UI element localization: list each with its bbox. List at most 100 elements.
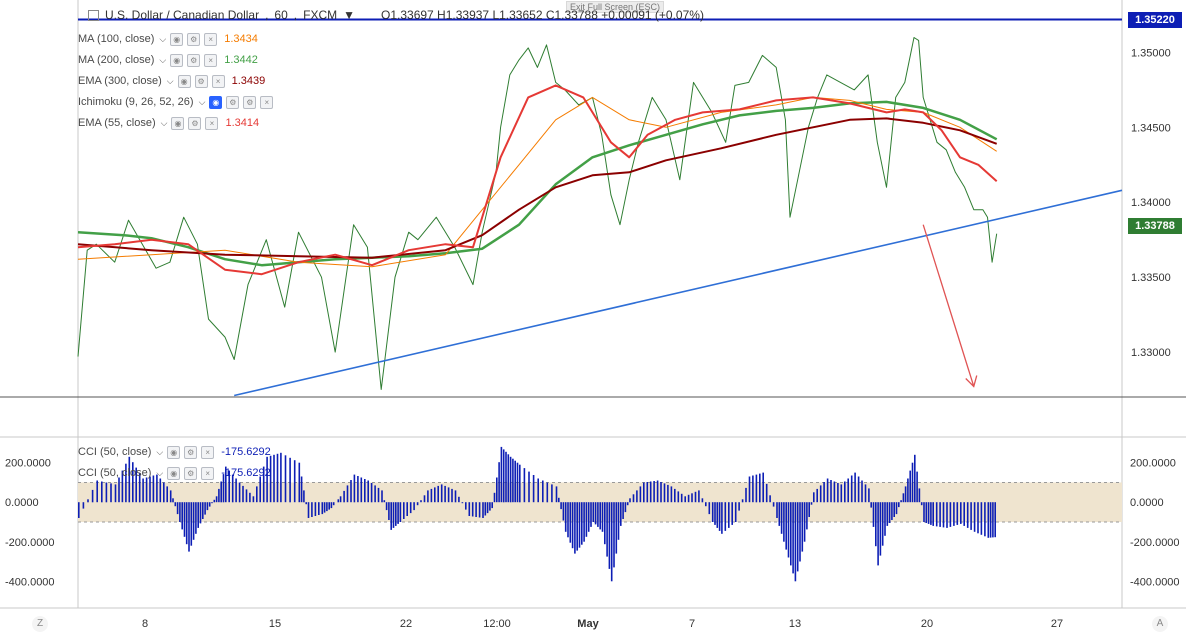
cci-bar bbox=[583, 502, 585, 542]
auto-scale-button[interactable]: A bbox=[1152, 616, 1168, 632]
legend-name[interactable]: Ichimoku (9, 26, 52, 26) bbox=[78, 96, 194, 108]
visibility-icon[interactable]: ◉ bbox=[167, 445, 181, 459]
settings-icon[interactable]: ⚙ bbox=[187, 53, 201, 67]
chevron-down-icon[interactable]: ▼ bbox=[343, 8, 356, 22]
legend-row[interactable]: CCI (50, close) ⌵ ◉ ⚙ × -175.6292 bbox=[78, 465, 271, 481]
cci-bar bbox=[847, 478, 849, 503]
cci-bar bbox=[555, 486, 558, 503]
visibility-icon[interactable]: ◉ bbox=[177, 74, 191, 88]
cci-bar bbox=[590, 502, 592, 527]
cci-bar bbox=[293, 460, 296, 503]
legend-name[interactable]: EMA (55, close) bbox=[78, 117, 156, 129]
settings-icon[interactable]: ⚙ bbox=[194, 74, 208, 88]
visibility-icon[interactable]: ◉ bbox=[167, 466, 181, 480]
legend-value: -175.6292 bbox=[221, 467, 271, 479]
visibility-icon[interactable]: ◉ bbox=[170, 53, 184, 67]
visibility-icon[interactable]: ◉ bbox=[170, 32, 184, 46]
cci-bar bbox=[916, 471, 918, 503]
close-icon[interactable]: × bbox=[204, 32, 218, 46]
legend-row[interactable]: Ichimoku (9, 26, 52, 26) ⌵ ◉ ⚙ ⚙ × bbox=[78, 94, 274, 110]
cci-bar bbox=[409, 502, 412, 514]
cci-bar bbox=[780, 502, 783, 534]
cci-bar bbox=[778, 502, 781, 526]
cci-bar bbox=[980, 502, 983, 535]
legend-name[interactable]: CCI (50, close) bbox=[78, 446, 152, 458]
cci-bar bbox=[799, 502, 801, 562]
visibility-icon[interactable]: ◉ bbox=[209, 95, 223, 109]
cci-bar bbox=[840, 484, 843, 503]
cci-bar bbox=[574, 502, 576, 554]
chevron-down-icon[interactable]: ⌵ bbox=[159, 33, 167, 44]
settings-icon[interactable]: ⚙ bbox=[188, 116, 202, 130]
cci-bar bbox=[206, 502, 209, 511]
legend-name[interactable]: CCI (50, close) bbox=[78, 467, 152, 479]
cci-bar bbox=[172, 498, 174, 503]
cci-bar bbox=[769, 495, 771, 503]
cci-bar bbox=[498, 462, 500, 503]
close-icon[interactable]: × bbox=[211, 74, 225, 88]
settings-icon[interactable]: ⚙ bbox=[184, 445, 198, 459]
visibility-icon[interactable]: ◉ bbox=[171, 116, 185, 130]
legend-row[interactable]: MA (200, close) ⌵ ◉ ⚙ × 1.3442 bbox=[78, 52, 258, 68]
chevron-down-icon[interactable]: ⌵ bbox=[160, 117, 168, 128]
cci-bar bbox=[192, 502, 195, 540]
legend-name[interactable]: MA (100, close) bbox=[78, 33, 155, 45]
settings-icon[interactable]: ⚙ bbox=[243, 95, 257, 109]
cci-bar bbox=[149, 476, 151, 503]
cci-bar bbox=[819, 485, 822, 503]
cci-bar bbox=[724, 502, 727, 531]
chevron-down-icon[interactable]: ⌵ bbox=[198, 96, 206, 107]
cci-bar bbox=[262, 466, 265, 503]
cci-bar bbox=[592, 502, 595, 522]
cci-bar bbox=[884, 502, 886, 536]
cci-bar bbox=[956, 502, 959, 525]
cci-bar bbox=[935, 502, 938, 527]
cci-bar bbox=[374, 485, 376, 503]
projection-arrow-head bbox=[965, 375, 978, 388]
zoom-reset-button[interactable]: Z bbox=[32, 616, 48, 632]
legend-row[interactable]: EMA (300, close) ⌵ ◉ ⚙ × 1.3439 bbox=[78, 73, 265, 89]
close-icon[interactable]: × bbox=[205, 116, 219, 130]
cci-bar bbox=[909, 470, 911, 503]
symbol-toggle-icon[interactable] bbox=[88, 9, 99, 21]
cci-bar bbox=[125, 463, 127, 503]
interval-label[interactable]: 60 bbox=[274, 8, 288, 22]
cci-bar bbox=[370, 483, 373, 503]
cci-bar bbox=[114, 484, 117, 503]
chevron-down-icon[interactable]: ⌵ bbox=[156, 446, 164, 457]
cci-bar bbox=[601, 502, 604, 532]
cci-bar bbox=[208, 502, 211, 507]
cci-bar bbox=[537, 478, 539, 503]
legend-row[interactable]: EMA (55, close) ⌵ ◉ ⚙ × 1.3414 bbox=[78, 115, 259, 131]
chevron-down-icon[interactable]: ⌵ bbox=[166, 75, 174, 86]
chevron-down-icon[interactable]: ⌵ bbox=[156, 467, 164, 478]
close-icon[interactable]: × bbox=[201, 466, 215, 480]
close-icon[interactable]: × bbox=[204, 53, 218, 67]
settings-icon[interactable]: ⚙ bbox=[226, 95, 240, 109]
chevron-down-icon[interactable]: ⌵ bbox=[159, 54, 167, 65]
cci-bar bbox=[718, 502, 721, 531]
cci-bar bbox=[864, 484, 867, 503]
cci-bar bbox=[364, 479, 366, 503]
cci-bar bbox=[626, 502, 629, 506]
cci-bar bbox=[587, 502, 590, 532]
legend-name[interactable]: EMA (300, close) bbox=[78, 75, 162, 87]
settings-icon[interactable]: ⚙ bbox=[187, 32, 201, 46]
exit-fullscreen-button[interactable]: Exit Full Screen (ESC) bbox=[566, 1, 665, 13]
settings-icon[interactable]: ⚙ bbox=[184, 466, 198, 480]
cci-bar bbox=[870, 502, 872, 508]
cci-bar bbox=[179, 502, 181, 522]
cci-bar bbox=[787, 502, 790, 558]
cci-bar bbox=[332, 502, 335, 506]
series-line-ema-55-close bbox=[77, 84, 998, 276]
cci-bar bbox=[390, 502, 392, 530]
legend-name[interactable]: MA (200, close) bbox=[78, 54, 155, 66]
legend-row[interactable]: MA (100, close) ⌵ ◉ ⚙ × 1.3434 bbox=[78, 31, 258, 47]
symbol-name[interactable]: U.S. Dollar / Canadian Dollar bbox=[105, 8, 260, 22]
cci-bar bbox=[367, 480, 369, 503]
legend-row[interactable]: CCI (50, close) ⌵ ◉ ⚙ × -175.6292 bbox=[78, 444, 271, 460]
cci-bar bbox=[259, 476, 261, 503]
close-icon[interactable]: × bbox=[260, 95, 274, 109]
close-icon[interactable]: × bbox=[201, 445, 215, 459]
